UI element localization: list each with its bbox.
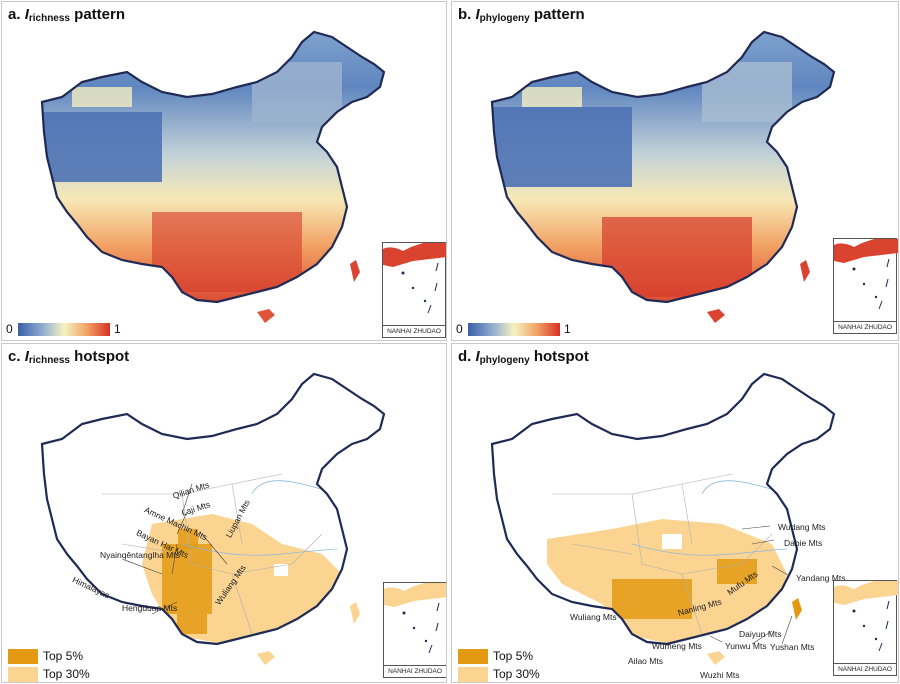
legend-swatch <box>458 667 488 682</box>
panel-c-title: c. Irichness hotspot <box>8 348 130 366</box>
mountain-label: Ailao Mts <box>628 656 663 666</box>
colorbar <box>468 323 560 336</box>
mountain-label: Wuzhi Mts <box>700 670 740 680</box>
mountain-label: Dabie Mts <box>784 538 823 548</box>
colorbar <box>18 323 110 336</box>
nanhai-inset: NANHAI ZHUDAO <box>383 582 446 678</box>
mountain-label: Wuliang Mts <box>570 612 617 622</box>
nanhai-inset: NANHAI ZHUDAO <box>833 238 898 334</box>
panel-phylogeny-hotspot: d. Iphylogeny hotspot Wudang Mts D <box>451 343 899 683</box>
panel-b-title: b. Iphylogeny pattern <box>458 6 585 24</box>
nanhai-inset: NANHAI ZHUDAO <box>382 242 446 338</box>
mountain-label: Hengduan Mts <box>122 603 178 613</box>
panel-phylogeny-pattern: b. Iphylogeny pattern 0 1 NANHAI ZHUDAO <box>451 1 899 341</box>
inset-label: NANHAI ZHUDAO <box>383 325 445 337</box>
mountain-label: Nyainqêntanglha Mts <box>100 550 180 560</box>
mountain-label: Daiyun Mts <box>739 629 782 639</box>
inset-label: NANHAI ZHUDAO <box>834 321 896 333</box>
colorbar-max: 1 <box>564 322 571 336</box>
mountain-label: Yunwu Mts <box>725 641 767 651</box>
richness-hotspot-map <box>40 372 386 665</box>
inset-label: NANHAI ZHUDAO <box>834 663 896 675</box>
colorbar-min: 0 <box>6 322 13 336</box>
inset-label: NANHAI ZHUDAO <box>384 665 446 677</box>
legend-swatch <box>458 649 488 664</box>
panel-richness-hotspot: c. Irichness hotspot Qilian M <box>1 343 447 683</box>
mountain-label: Yandang Mts <box>796 573 846 583</box>
panel-d-title: d. Iphylogeny hotspot <box>458 348 589 366</box>
legend-swatch <box>8 649 38 664</box>
phylogeny-pattern-map <box>490 30 836 323</box>
mountain-label: Wumeng Mts <box>652 641 702 651</box>
phylogeny-hotspot-map <box>490 372 836 665</box>
mountain-label: Yushan Mts <box>770 642 815 652</box>
mountain-label: Wudang Mts <box>778 522 826 532</box>
legend-swatch <box>8 667 38 682</box>
panel-a-title: a. Irichness pattern <box>8 6 126 24</box>
panel-richness-pattern: a. Irichness pattern 0 1 NANHAI ZHUDAO <box>1 1 447 341</box>
richness-pattern-map <box>40 30 386 323</box>
nanhai-inset: NANHAI ZHUDAO <box>833 580 898 676</box>
colorbar-min: 0 <box>456 322 463 336</box>
colorbar-max: 1 <box>114 322 121 336</box>
